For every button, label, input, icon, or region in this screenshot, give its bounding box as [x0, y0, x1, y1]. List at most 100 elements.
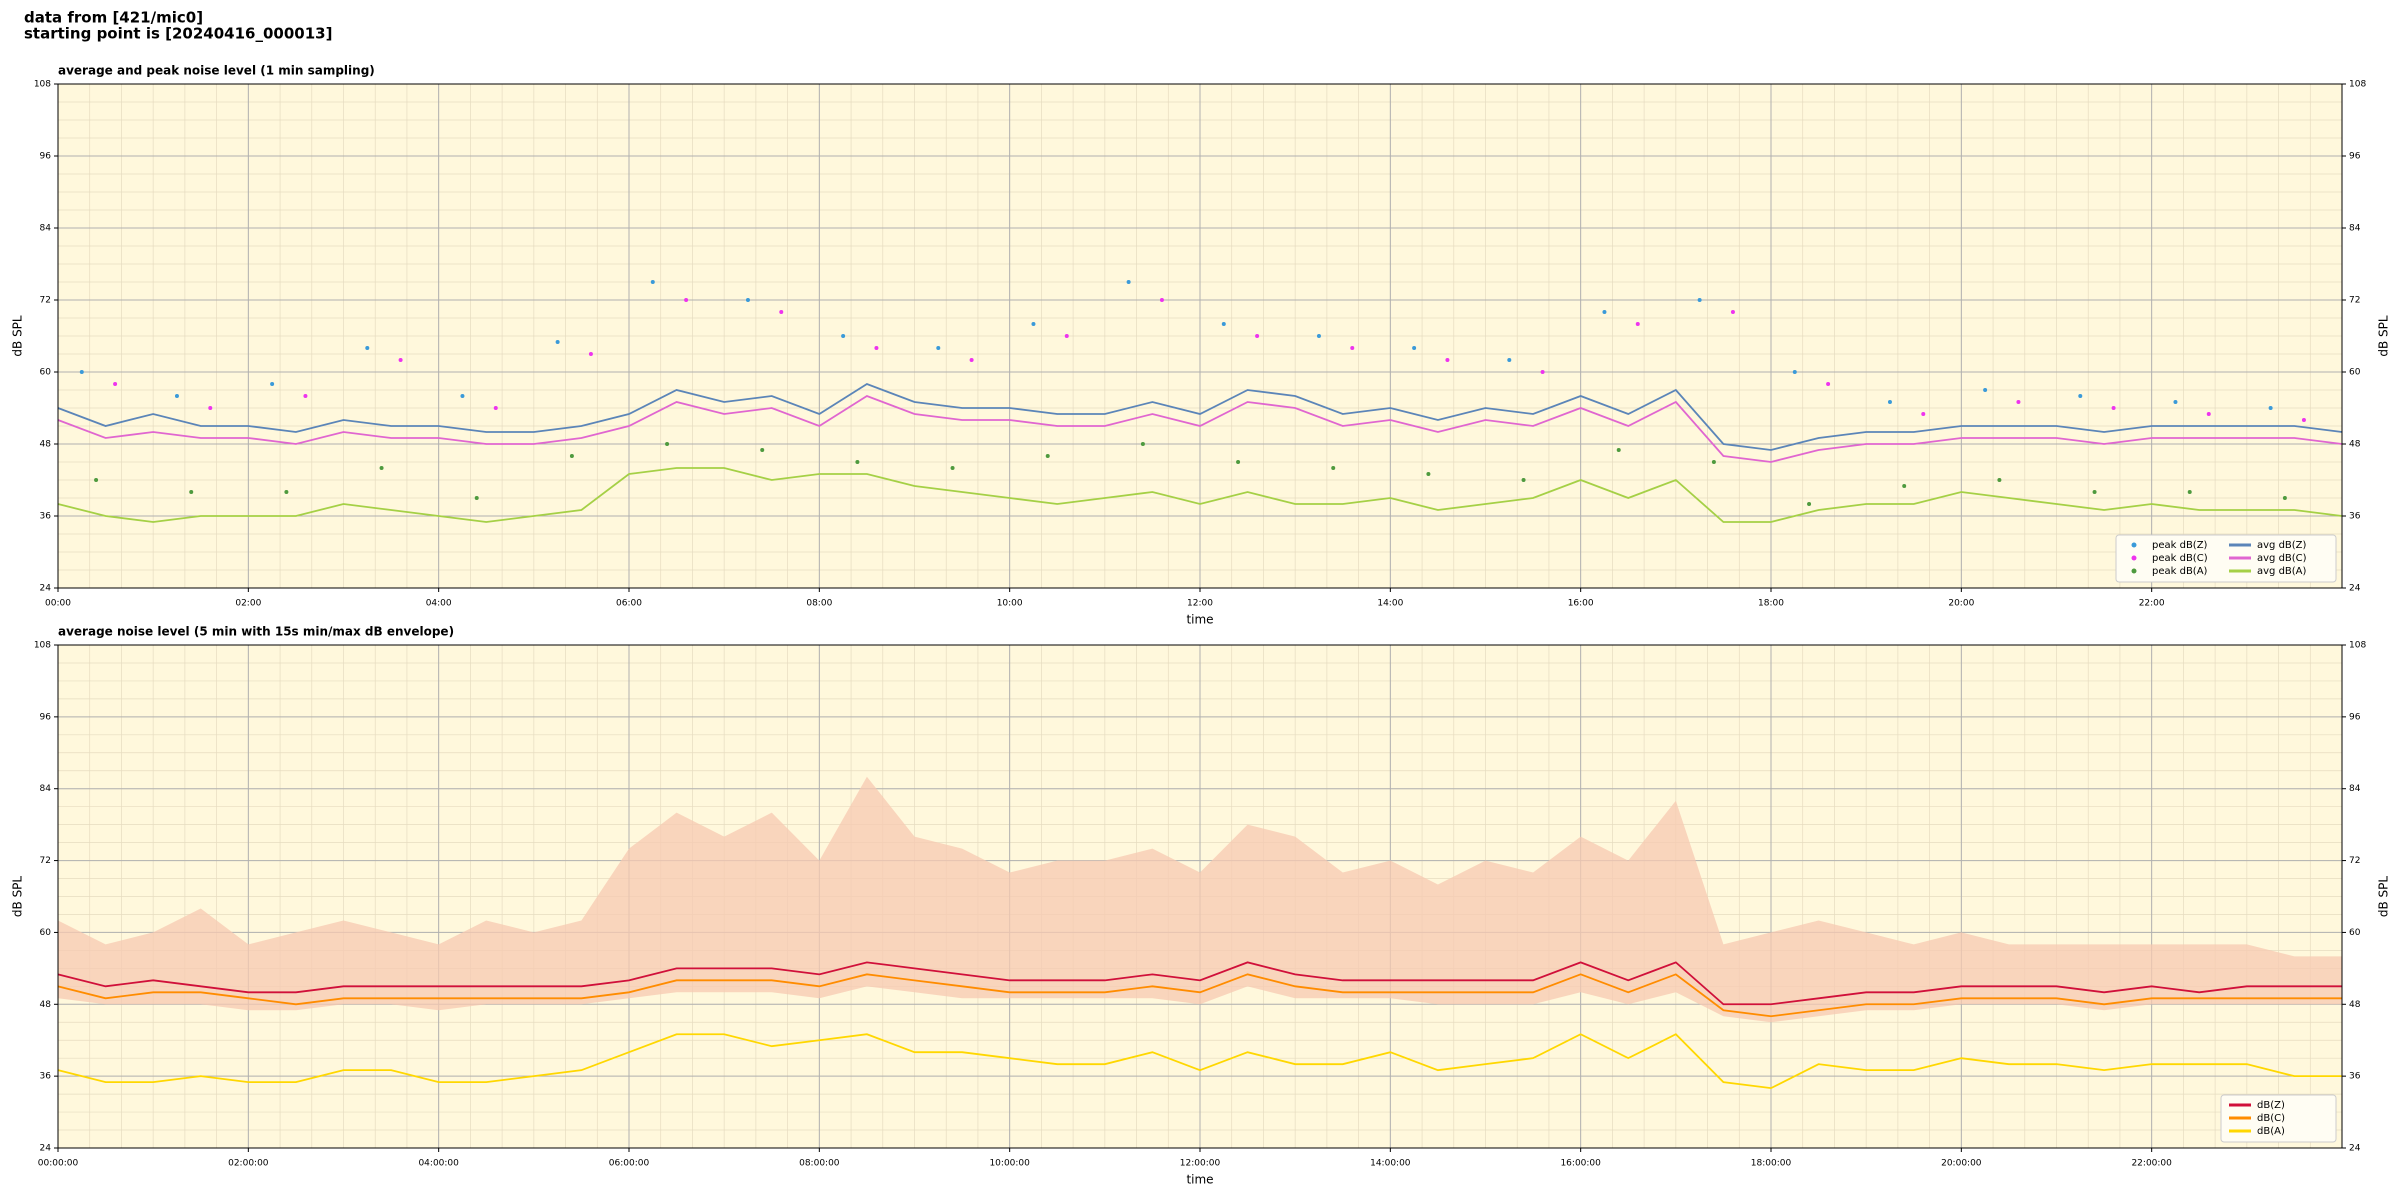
- series-line: [57, 467, 2343, 523]
- x-tick-label: 14:00: [1377, 599, 1403, 609]
- peak-point: [569, 454, 574, 458]
- peak-point: [379, 466, 384, 470]
- y-tick-label: 48: [40, 1000, 52, 1010]
- x-tick-label: 20:00:00: [1941, 1159, 1982, 1169]
- legend-label: avg dB(C): [2257, 553, 2307, 564]
- peak-point: [270, 382, 275, 386]
- legend-marker: [2131, 555, 2137, 561]
- y-tick-label: 24: [40, 1144, 52, 1154]
- y-tick-label: 24: [2349, 584, 2361, 594]
- y-tick-label: 36: [40, 1072, 52, 1082]
- x-tick-label: 16:00: [1568, 599, 1594, 609]
- peak-point: [588, 352, 593, 356]
- peak-point: [1921, 412, 1926, 416]
- x-tick-label: 04:00: [426, 599, 452, 609]
- legend-label: avg dB(Z): [2257, 540, 2307, 551]
- peak-point: [779, 310, 784, 314]
- peak-point: [1316, 334, 1321, 338]
- peak-point: [1064, 334, 1069, 338]
- peak-point: [555, 340, 560, 344]
- chart-title: average noise level (5 min with 15s min/…: [58, 625, 454, 639]
- y-tick-label: 24: [2349, 1144, 2361, 1154]
- y-tick-label: 84: [2349, 224, 2361, 234]
- x-tick-label: 22:00: [2139, 599, 2165, 609]
- x-tick-label: 02:00: [235, 599, 261, 609]
- header-line: data from [421/mic0]: [24, 9, 203, 27]
- peak-point: [2301, 418, 2306, 422]
- legend-label: dB(C): [2257, 1113, 2285, 1124]
- peak-point: [1983, 388, 1988, 392]
- y-axis-label: dB SPL: [2377, 876, 2391, 918]
- y-tick-label: 60: [2349, 368, 2361, 378]
- x-tick-label: 06:00: [616, 599, 642, 609]
- peak-point: [855, 460, 860, 464]
- y-tick-label: 60: [40, 368, 52, 378]
- peak-point: [365, 346, 370, 350]
- y-axis-label: dB SPL: [2377, 315, 2391, 357]
- chart-title: average and peak noise level (1 min samp…: [58, 64, 375, 78]
- peak-point: [94, 478, 99, 482]
- legend-box: [2115, 534, 2337, 583]
- x-tick-label: 04:00:00: [418, 1159, 459, 1169]
- series-line: [57, 961, 2342, 1006]
- peak-point: [1826, 382, 1831, 386]
- x-tick-label: 08:00:00: [799, 1159, 840, 1169]
- y-tick-label: 48: [2349, 1000, 2361, 1010]
- x-tick-label: 12:00:00: [1180, 1159, 1221, 1169]
- peak-point: [1997, 478, 2002, 482]
- peak-point: [1045, 454, 1050, 458]
- legend-marker: [2131, 542, 2137, 548]
- y-tick-label: 96: [40, 712, 52, 722]
- x-axis-label: time: [1186, 613, 1213, 627]
- legend-marker: [2131, 568, 2137, 574]
- y-tick-label: 24: [40, 584, 52, 594]
- y-tick-label: 108: [34, 80, 51, 90]
- y-tick-label: 84: [40, 224, 52, 234]
- peak-point: [2092, 490, 2097, 494]
- legend-label: avg dB(A): [2257, 566, 2307, 577]
- peak-point: [1507, 358, 1512, 362]
- series-line: [57, 1033, 2342, 1090]
- peak-point: [1635, 322, 1640, 326]
- peak-point: [2078, 394, 2083, 398]
- y-axis-label: dB SPL: [11, 876, 25, 918]
- peak-point: [1792, 370, 1797, 374]
- x-tick-label: 00:00: [45, 599, 71, 609]
- peak-point: [1331, 466, 1336, 470]
- peak-point: [950, 466, 955, 470]
- y-axis-label: dB SPL: [11, 315, 25, 357]
- peak-point: [174, 394, 179, 398]
- peak-point: [1521, 478, 1526, 482]
- y-tick-label: 48: [2349, 440, 2361, 450]
- peak-point: [665, 442, 670, 446]
- y-tick-label: 36: [2349, 1072, 2361, 1082]
- x-tick-label: 06:00:00: [609, 1159, 650, 1169]
- peak-point: [2173, 400, 2178, 404]
- y-tick-label: 108: [2349, 641, 2366, 651]
- x-tick-label: 18:00: [1758, 599, 1784, 609]
- x-tick-label: 14:00:00: [1370, 1159, 1411, 1169]
- peak-point: [189, 490, 194, 494]
- x-tick-label: 00:00:00: [38, 1159, 79, 1169]
- peak-point: [1616, 448, 1621, 452]
- peak-point: [460, 394, 465, 398]
- peak-point: [1159, 298, 1164, 302]
- y-tick-label: 84: [2349, 784, 2361, 794]
- plot-frame: [57, 644, 2343, 1149]
- peak-point: [1887, 400, 1892, 404]
- legend-label: peak dB(Z): [2152, 540, 2208, 551]
- peak-point: [1126, 280, 1131, 284]
- plot-frame: [57, 83, 2343, 589]
- y-tick-label: 72: [40, 296, 51, 306]
- peak-point: [684, 298, 689, 302]
- peak-point: [398, 358, 403, 362]
- peak-point: [1540, 370, 1545, 374]
- peak-point: [1255, 334, 1260, 338]
- peak-point: [841, 334, 846, 338]
- y-tick-label: 72: [2349, 296, 2360, 306]
- peak-point: [745, 298, 750, 302]
- y-tick-label: 96: [2349, 712, 2361, 722]
- peak-point: [1031, 322, 1036, 326]
- x-tick-label: 12:00: [1187, 599, 1213, 609]
